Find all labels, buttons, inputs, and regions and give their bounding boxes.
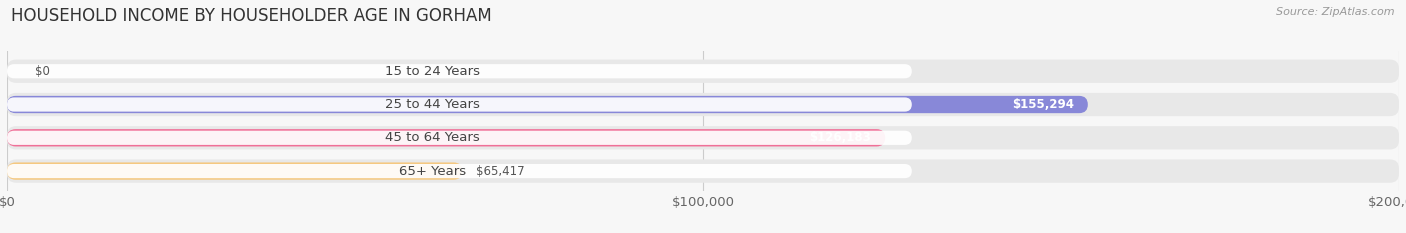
Text: $155,294: $155,294 [1012, 98, 1074, 111]
FancyBboxPatch shape [7, 159, 1399, 183]
Text: $126,183: $126,183 [810, 131, 872, 144]
FancyBboxPatch shape [7, 126, 1399, 149]
FancyBboxPatch shape [7, 162, 463, 180]
FancyBboxPatch shape [7, 97, 912, 112]
FancyBboxPatch shape [7, 129, 886, 147]
FancyBboxPatch shape [7, 131, 912, 145]
Text: 65+ Years: 65+ Years [399, 164, 465, 178]
FancyBboxPatch shape [7, 64, 912, 78]
Text: 25 to 44 Years: 25 to 44 Years [385, 98, 479, 111]
Text: $65,417: $65,417 [477, 164, 524, 178]
FancyBboxPatch shape [7, 93, 1399, 116]
FancyBboxPatch shape [7, 60, 1399, 83]
Text: Source: ZipAtlas.com: Source: ZipAtlas.com [1277, 7, 1395, 17]
Text: HOUSEHOLD INCOME BY HOUSEHOLDER AGE IN GORHAM: HOUSEHOLD INCOME BY HOUSEHOLDER AGE IN G… [11, 7, 492, 25]
FancyBboxPatch shape [7, 164, 912, 178]
Text: 15 to 24 Years: 15 to 24 Years [385, 65, 479, 78]
Text: 45 to 64 Years: 45 to 64 Years [385, 131, 479, 144]
Text: $0: $0 [35, 65, 49, 78]
FancyBboxPatch shape [7, 96, 1088, 113]
